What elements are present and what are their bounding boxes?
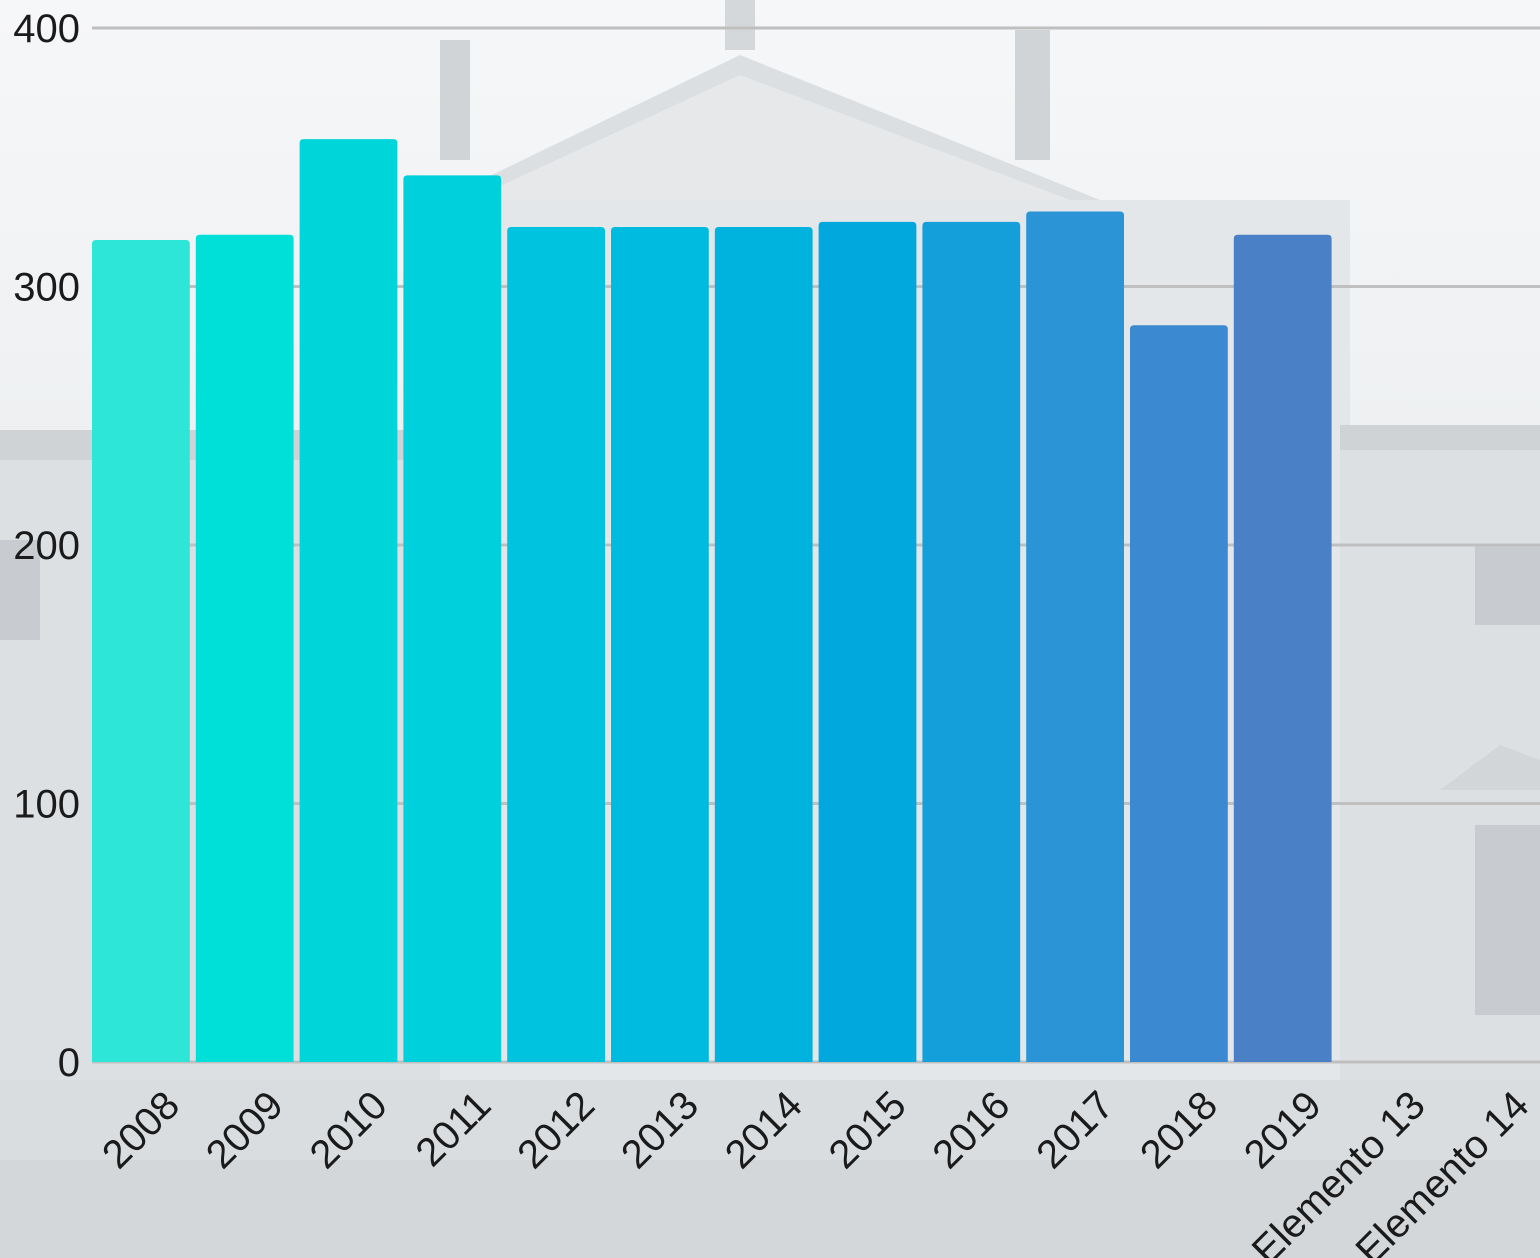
bar-2011 [403, 175, 502, 1063]
bar-2019 [1233, 234, 1332, 1063]
bar-2013 [611, 227, 709, 1063]
y-tick-label: 300 [13, 266, 80, 310]
bar-2008 [92, 239, 190, 1063]
y-tick-label: 200 [13, 524, 80, 568]
bar-2018 [1130, 325, 1228, 1062]
bars [92, 139, 1332, 1063]
bar-2016 [922, 221, 1021, 1062]
bar-2017 [1026, 211, 1124, 1062]
y-tick-label: 400 [13, 7, 80, 51]
y-axis-tick-labels: 0 100 200 300 400 [13, 7, 80, 1085]
bar-2010 [299, 139, 398, 1062]
y-tick-label: 0 [58, 1041, 80, 1085]
bar-2012 [507, 227, 605, 1063]
bar-2014 [714, 227, 813, 1063]
bar-2015 [818, 221, 917, 1062]
bar-2009 [195, 234, 294, 1063]
y-tick-label: 100 [13, 783, 80, 827]
